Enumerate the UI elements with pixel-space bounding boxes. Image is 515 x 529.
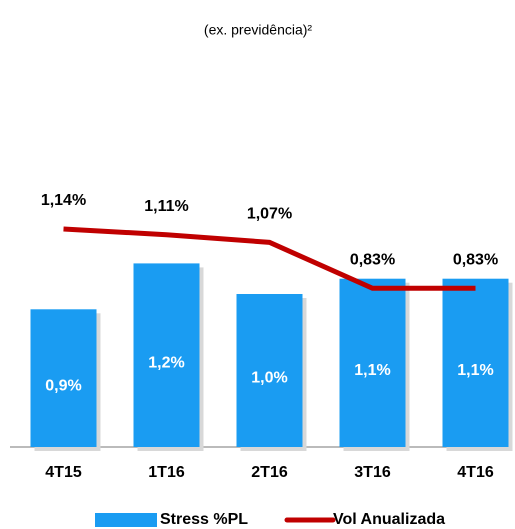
- line-value-label: 1,07%: [247, 206, 292, 223]
- bar: [339, 278, 406, 447]
- bar-value-label: 1,2%: [148, 354, 184, 371]
- x-tick-label: 1T16: [148, 464, 185, 481]
- line-value-label: 1,14%: [41, 192, 86, 209]
- bar-value-label: 1,1%: [354, 362, 390, 379]
- line-value-label: 0,83%: [350, 251, 395, 268]
- chart-subtitle: (ex. previdência)²: [204, 22, 312, 38]
- x-tick-label: 2T16: [251, 464, 288, 481]
- bar: [30, 309, 97, 447]
- bar-value-label: 1,0%: [251, 370, 287, 387]
- legend-label: Vol Anualizada: [333, 511, 445, 528]
- legend-label: Stress %PL: [160, 511, 248, 528]
- bar: [442, 278, 509, 447]
- x-tick-label: 4T16: [457, 464, 494, 481]
- bar: [236, 294, 303, 447]
- line-value-label: 1,11%: [144, 198, 188, 215]
- x-tick-label: 4T15: [45, 464, 82, 481]
- bar: [133, 263, 200, 447]
- bar-value-label: 0,9%: [45, 377, 81, 394]
- legend-swatch: [95, 513, 157, 527]
- x-tick-label: 3T16: [354, 464, 391, 481]
- line: [63, 226, 476, 291]
- line-value-label: 0,83%: [453, 251, 498, 268]
- bar-value-label: 1,1%: [457, 362, 493, 379]
